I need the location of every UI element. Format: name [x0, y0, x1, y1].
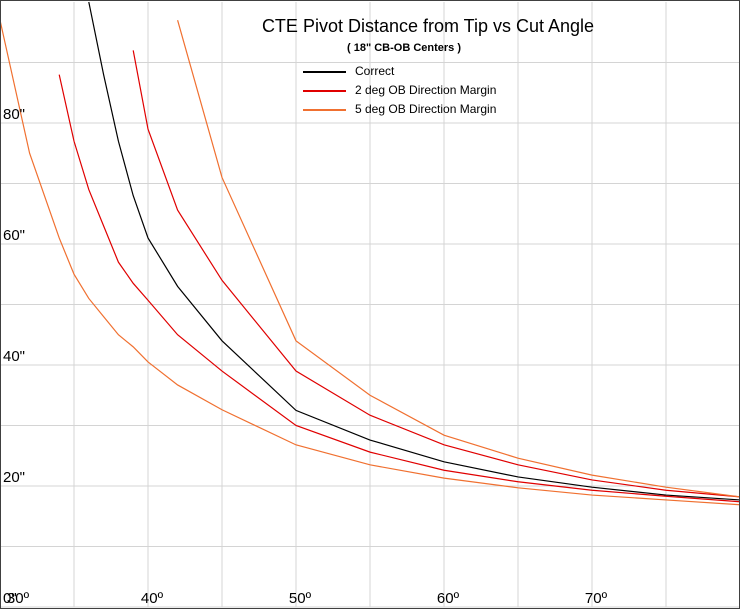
- y-tick-label: 0": [3, 590, 17, 607]
- y-tick-label: 60": [3, 227, 25, 244]
- chart-subtitle: ( 18" CB-OB Centers ): [347, 42, 461, 54]
- series-line: [58, 74, 740, 503]
- y-tick-label: 20": [3, 469, 25, 486]
- x-tick-label: 30º: [7, 590, 30, 607]
- series-line: [132, 50, 740, 498]
- legend-label: 5 deg OB Direction Margin: [355, 102, 496, 116]
- series-line: [88, 1, 740, 501]
- chart-title: CTE Pivot Distance from Tip vs Cut Angle: [262, 16, 594, 36]
- x-tick-label: 70º: [585, 590, 608, 607]
- legend-label: Correct: [355, 64, 395, 78]
- legend-label: 2 deg OB Direction Margin: [355, 83, 496, 97]
- x-tick-label: 50º: [289, 590, 312, 607]
- x-tick-label: 40º: [141, 590, 164, 607]
- series-line: [0, 20, 740, 506]
- x-tick-label: 60º: [437, 590, 460, 607]
- y-tick-label: 80": [3, 106, 25, 123]
- series-line: [177, 19, 740, 498]
- y-tick-label: 40": [3, 348, 25, 365]
